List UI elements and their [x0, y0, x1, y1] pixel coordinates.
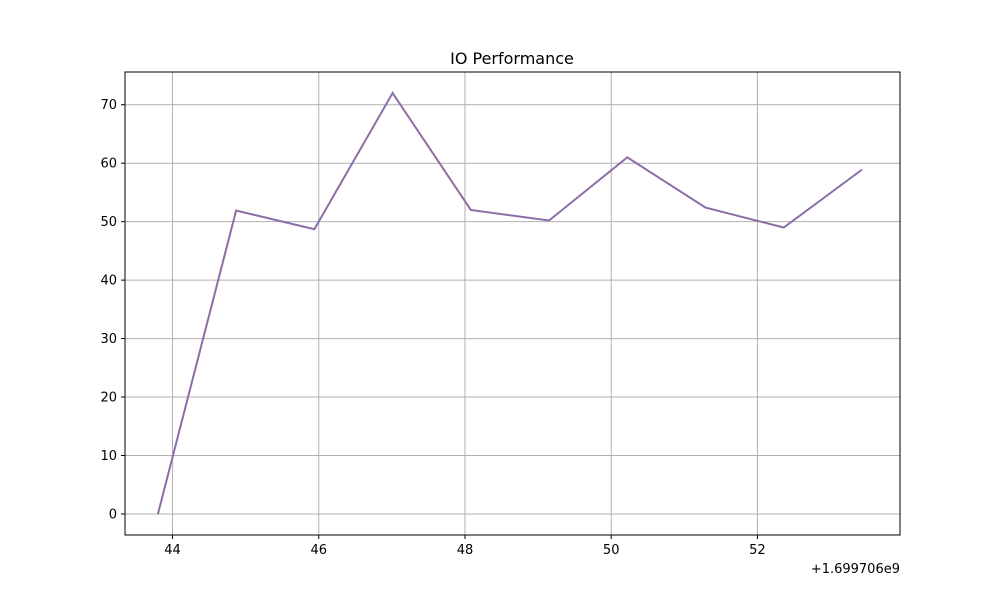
x-tick-label: 46 [310, 543, 327, 558]
grid [125, 72, 900, 535]
plot-frame [124, 71, 901, 536]
series-layer [156, 91, 863, 515]
y-tick-label: 20 [100, 391, 117, 406]
y-tick-label: 10 [100, 449, 117, 464]
y-axis: 0 10 20 30 40 50 60 70 [100, 98, 125, 522]
x-axis: 44 46 48 50 52 [164, 535, 766, 558]
x-tick-label: 50 [603, 543, 620, 558]
x-axis-offset-label: +1.699706e9 [811, 562, 900, 577]
chart-title: IO Performance [450, 49, 574, 68]
x-tick-label: 48 [457, 543, 474, 558]
x-tick-label: 52 [749, 543, 766, 558]
y-tick-label: 60 [100, 157, 117, 172]
y-tick-label: 0 [109, 507, 117, 522]
y-tick-label: 50 [100, 215, 117, 230]
series-line [156, 91, 863, 515]
y-tick-label: 30 [100, 332, 117, 347]
y-tick-label: 40 [100, 274, 117, 289]
y-tick-label: 70 [100, 98, 117, 113]
x-tick-label: 44 [164, 543, 181, 558]
